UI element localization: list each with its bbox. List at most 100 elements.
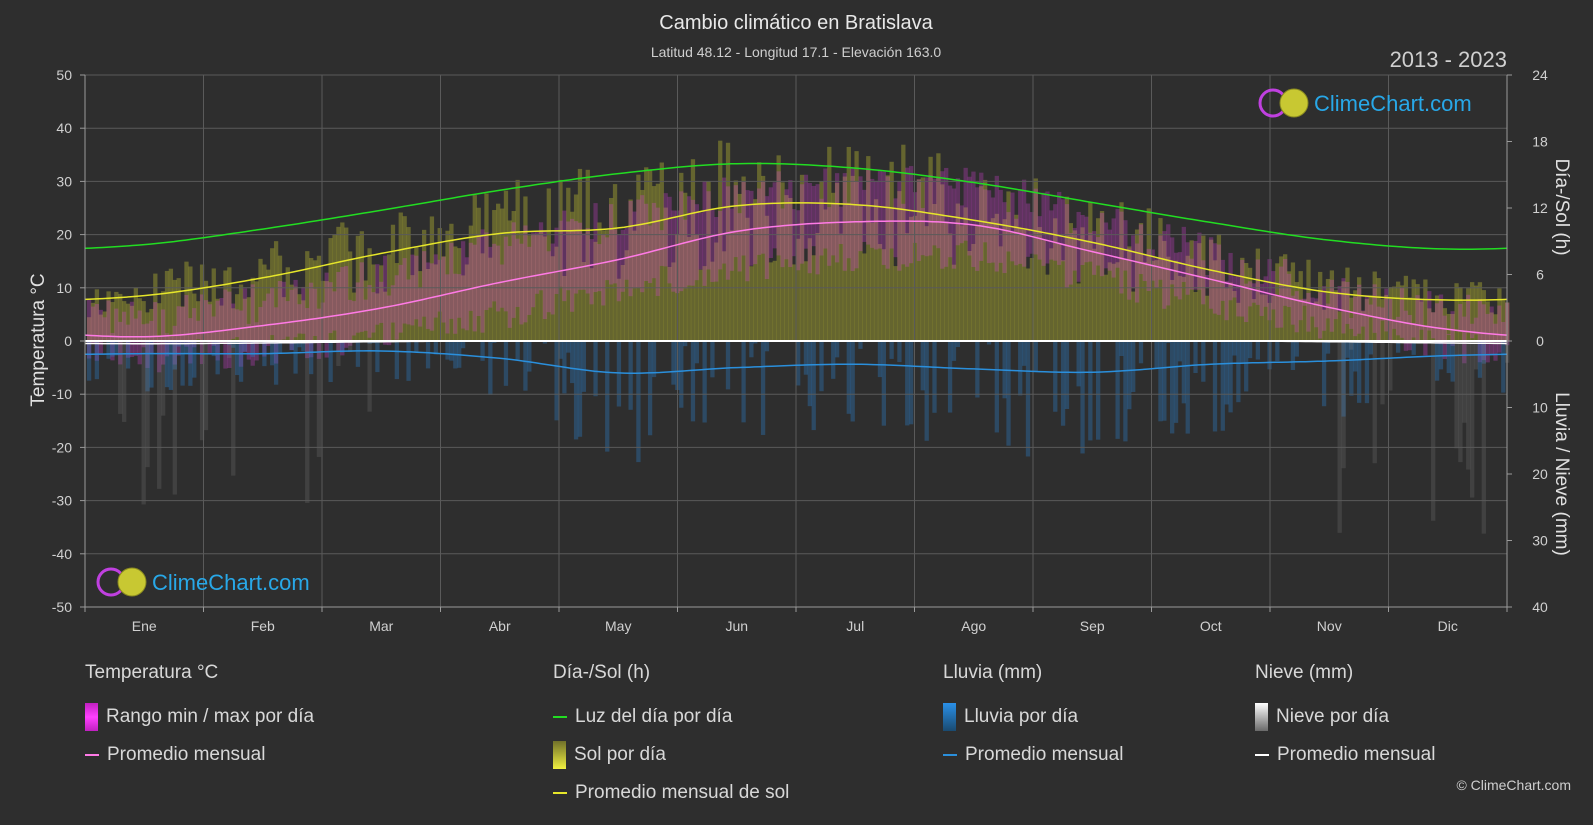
temp-range-day-bar [1384,288,1389,332]
snow-day-bar [153,341,158,344]
sun-day-bar [511,211,516,341]
rain-day-bar [554,341,559,421]
sun-day-bar [745,217,750,341]
sun-day-bar [776,155,781,341]
sun-day-bar [1353,290,1358,341]
temp-range-day-bar [834,173,840,263]
temp-range-day-bar [1392,319,1397,329]
y-tick-label-left: -20 [52,439,72,455]
legend-item-label: Promedio mensual de sol [575,782,790,803]
temp-range-day-bar [1434,303,1440,344]
sun-day-bar [227,267,232,341]
temp-range-day-bar [605,237,610,281]
sun-day-bar [1158,218,1163,341]
sun-day-bar [951,264,957,341]
sun-day-bar [1462,301,1467,341]
temp-range-day-bar [102,317,107,340]
sun-day-bar [168,268,174,341]
sun-day-bar [110,302,115,341]
sun-day-bar [234,294,240,341]
sun-day-bar [983,179,988,341]
sun-day-bar [667,266,672,341]
snow-day-bar [1458,341,1463,463]
legend-temperature: Temperatura °C Rango min / max por día P… [85,662,314,774]
sun-day-bar [164,270,170,341]
temp-range-day-bar [581,233,587,290]
rain-day-bar [1162,341,1167,421]
temp-range-day-bar [940,171,945,269]
temp-range-day-bar [757,188,762,255]
x-tick-label: Feb [251,618,275,634]
sun-day-bar [386,254,392,341]
rain-day-bar [1368,341,1373,355]
sun-day-bar [270,248,275,341]
sun-day-bar [624,250,629,341]
y-tick-label-left: 10 [56,280,72,296]
logo-top[interactable]: ClimeChart.com [1258,88,1472,118]
snow-day-bar [145,341,150,468]
sun-day-bar [289,284,294,341]
temp-range-day-bar [831,203,836,256]
logo-bottom[interactable]: ClimeChart.com [96,567,310,597]
sun-day-bar [971,243,976,341]
sun-day-bar [655,183,661,341]
temp-range-day-bar [86,299,92,359]
rain-day-bar [803,341,809,375]
temp-range-day-bar [975,187,980,271]
temp-range-day-bar [1466,294,1471,333]
sun-day-bar [141,301,146,341]
sun-day-bar [125,303,131,341]
temp-range-day-bar [1357,284,1362,334]
sun-day-bar [176,278,181,341]
axes-layer: 50 40 30 20 10 0 -10 -20 -30 -40 -50 24 18 12 6 0 10 20 30… [52,67,1548,634]
sun-day-bar [710,261,715,341]
sun-day-bar [842,176,848,341]
sun-day-bar [320,280,325,341]
sun-day-bar [877,244,883,341]
temp-range-day-bar [647,225,653,284]
rain-day-bar [375,341,380,373]
rain-day-bar [1446,341,1451,374]
rain-day-bar [1177,341,1183,362]
temp-range-day-bar [312,288,318,337]
sun-day-bar [160,291,166,341]
temp-range-day-bar [1263,276,1268,307]
sun-day-bar [651,186,657,341]
sun-day-bar [702,266,707,341]
sun-day-bar [1166,256,1171,341]
temp-range-day-bar [1364,295,1370,342]
rain-day-bar [764,341,770,352]
temp-range-day-bar [546,251,551,313]
snow-day-bar [1349,341,1354,350]
temp-range-day-bar [702,180,707,286]
temp-range-day-bar [1306,292,1311,332]
temp-range-day-bar [383,255,388,345]
sun-day-bar [153,273,158,341]
rain-day-bar [289,341,294,351]
temp-range-day-bar [371,292,376,333]
sun-day-bar [344,227,349,341]
temp-range-day-bar [1107,229,1112,271]
sun-day-bar [1084,240,1089,341]
sun-day-bar [901,144,906,341]
sun-day-bar [581,261,587,341]
sun-day-bar [355,235,361,341]
rain-day-bar [1364,341,1370,404]
temp-range-day-bar [1033,188,1038,255]
rain-day-bar [460,341,466,349]
sun-day-bar [192,293,197,341]
copyright: © ClimeChart.com [1456,777,1571,793]
legend-item-label: Luz del día por día [575,706,733,727]
sun-day-bar [94,289,100,341]
sun-day-bar [429,216,435,341]
temp-range-day-bar [819,198,824,256]
temp-range-day-bar [457,274,462,318]
snow-day-bar [231,341,236,476]
rain-day-bar [749,341,754,358]
rain-day-bar [846,341,851,414]
sun-day-bar [1212,260,1218,341]
sun-day-bar [659,162,664,341]
temp-range-day-bar [686,196,692,286]
temp-range-day-bar [601,234,606,306]
sun-day-bar [1154,260,1159,341]
